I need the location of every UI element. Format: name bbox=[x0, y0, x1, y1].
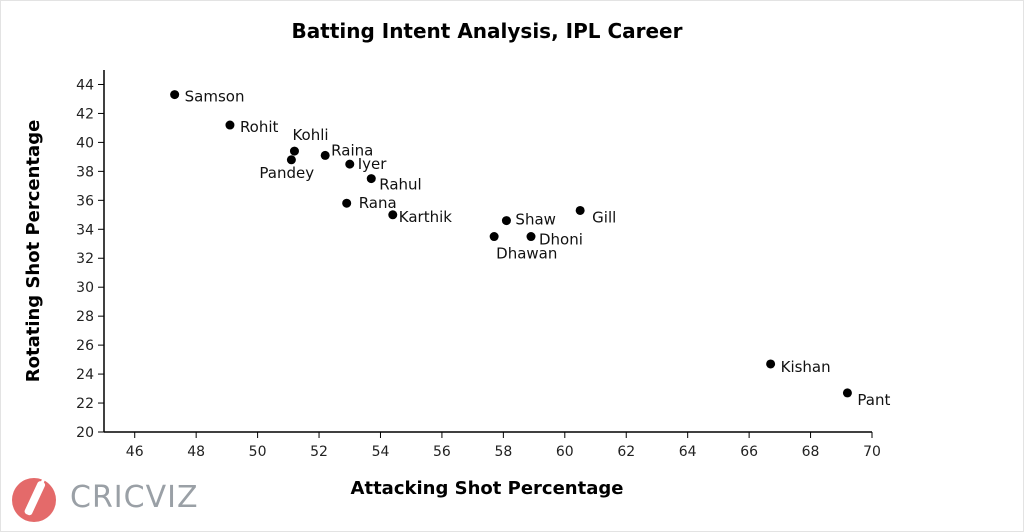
data-point-shaw bbox=[501, 216, 511, 226]
point-label-gill: Gill bbox=[592, 208, 616, 226]
data-point-rana bbox=[342, 198, 352, 208]
y-tick-label: 32 bbox=[76, 251, 94, 267]
data-point-iyer bbox=[345, 159, 355, 169]
y-tick-label: 28 bbox=[76, 309, 94, 325]
point-label-dhawan: Dhawan bbox=[496, 245, 557, 263]
point-label-kohli: Kohli bbox=[292, 126, 328, 144]
x-tick-label: 60 bbox=[556, 444, 574, 460]
data-point-rahul bbox=[366, 174, 376, 184]
y-axis-title: Rotating Shot Percentage bbox=[23, 120, 44, 383]
data-point-kishan bbox=[766, 359, 776, 369]
point-label-dhoni: Dhoni bbox=[539, 231, 583, 249]
x-tick-label: 64 bbox=[679, 444, 697, 460]
y-tick-label: 40 bbox=[76, 135, 94, 151]
x-tick-label: 56 bbox=[433, 444, 451, 460]
y-tick-label: 24 bbox=[76, 367, 94, 383]
data-point-karthik bbox=[388, 210, 398, 220]
x-tick-label: 58 bbox=[494, 444, 512, 460]
x-tick-label: 62 bbox=[617, 444, 635, 460]
point-label-raina: Raina bbox=[331, 141, 373, 159]
x-tick-label: 66 bbox=[740, 444, 758, 460]
cricviz-logo: CRICVIZ bbox=[8, 472, 198, 528]
point-label-karthik: Karthik bbox=[399, 208, 452, 226]
point-label-rahul: Rahul bbox=[379, 176, 421, 194]
x-tick-label: 68 bbox=[802, 444, 820, 460]
logo-wordmark: CRICVIZ bbox=[70, 480, 199, 515]
point-label-kishan: Kishan bbox=[781, 358, 831, 376]
y-tick-label: 44 bbox=[76, 77, 94, 93]
data-point-rohit bbox=[225, 120, 235, 130]
y-tick-label: 20 bbox=[76, 425, 94, 441]
point-label-shaw: Shaw bbox=[515, 211, 556, 229]
y-tick-label: 34 bbox=[76, 222, 94, 238]
point-label-rana: Rana bbox=[359, 194, 397, 212]
point-label-samson: Samson bbox=[185, 88, 245, 106]
x-tick-label: 46 bbox=[126, 444, 144, 460]
x-tick-label: 50 bbox=[249, 444, 267, 460]
data-point-raina bbox=[320, 150, 330, 160]
data-point-dhawan bbox=[489, 232, 499, 242]
y-tick-label: 42 bbox=[76, 106, 94, 122]
x-tick-label: 48 bbox=[187, 444, 205, 460]
data-point-pandey bbox=[286, 155, 296, 165]
chart-title: Batting Intent Analysis, IPL Career bbox=[292, 19, 683, 43]
data-point-pant bbox=[842, 388, 852, 398]
point-label-rohit: Rohit bbox=[240, 118, 279, 136]
data-point-dhoni bbox=[526, 232, 536, 242]
y-tick-label: 30 bbox=[76, 280, 94, 296]
data-point-samson bbox=[170, 90, 180, 100]
x-tick-label: 52 bbox=[310, 444, 328, 460]
point-label-pant: Pant bbox=[857, 391, 890, 409]
y-tick-label: 38 bbox=[76, 164, 94, 180]
data-point-gill bbox=[575, 205, 585, 215]
x-tick-label: 54 bbox=[372, 444, 390, 460]
point-label-iyer: Iyer bbox=[358, 155, 388, 173]
y-tick-label: 36 bbox=[76, 193, 94, 209]
point-label-pandey: Pandey bbox=[259, 164, 314, 182]
x-tick-label: 70 bbox=[863, 444, 881, 460]
y-tick-label: 22 bbox=[76, 396, 94, 412]
axes: 46 48 50 52 54 56 58 60 62 64 66 68 70 20 22 24 26 28 30 32… bbox=[76, 70, 881, 460]
bat-ball-logo-icon bbox=[12, 475, 56, 522]
x-axis-title: Attacking Shot Percentage bbox=[351, 478, 624, 499]
data-point-kohli bbox=[289, 146, 299, 156]
y-tick-label: 26 bbox=[76, 338, 94, 354]
